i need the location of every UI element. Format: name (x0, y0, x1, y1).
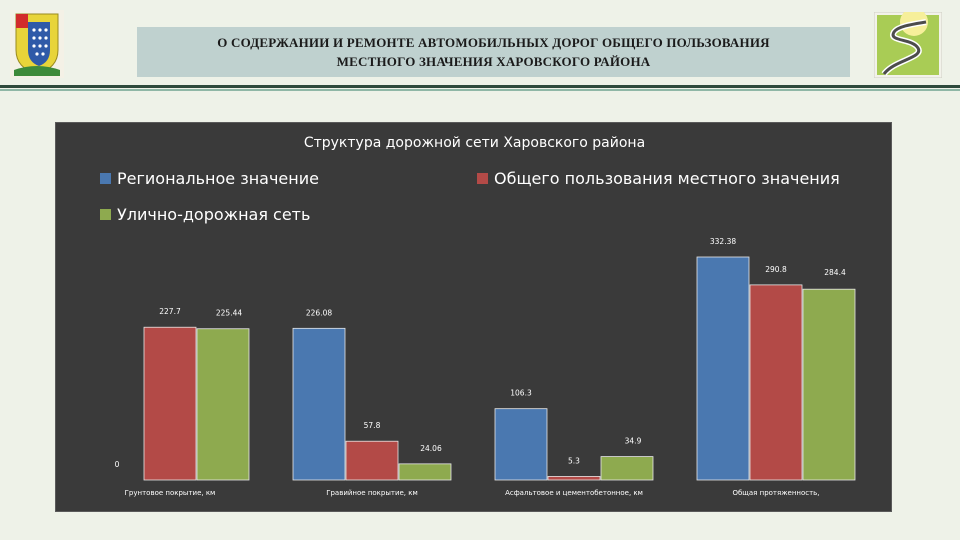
data-label-local-2: 5.3 (568, 456, 580, 465)
category-label-1: Гравийное покрытие, км (326, 489, 418, 497)
chart-title: Структура дорожной сети Харовского район… (303, 135, 646, 151)
bar-local-1 (345, 440, 399, 481)
data-label-regional-3: 332.38 (710, 237, 736, 246)
legend-label-local: Общего пользования местного значения (494, 169, 840, 188)
legend-swatch-regional (100, 173, 111, 184)
data-label-street-3: 284.4 (824, 268, 846, 277)
data-label-local-1: 57.8 (364, 421, 381, 430)
bar-local-3 (749, 284, 803, 481)
legend-item-local: Общего пользования местного значения (477, 169, 840, 188)
legend-item-regional: Региональное значение (100, 169, 319, 188)
bar-local-0 (143, 326, 197, 481)
category-label-2: Асфальтовое и цементобетонное, км (505, 489, 643, 497)
bar-regional-3 (696, 256, 750, 481)
page-title: О СОДЕРЖАНИИ И РЕМОНТЕ АВТОМОБИЛЬНЫХ ДОР… (137, 27, 850, 77)
bar-regional-1 (292, 327, 346, 481)
page-title-line-2: МЕСТНОГО ЗНАЧЕНИЯ ХАРОВСКОГО РАЙОНА (336, 54, 651, 69)
road-logo-icon (874, 12, 942, 78)
legend-item-street: Улично-дорожная сеть (100, 205, 310, 224)
data-label-street-2: 34.9 (625, 437, 642, 446)
data-label-local-0: 227.7 (159, 307, 181, 316)
data-label-regional-1: 226.08 (306, 308, 332, 317)
page-title-line-1: О СОДЕРЖАНИИ И РЕМОНТЕ АВТОМОБИЛЬНЫХ ДОР… (217, 35, 770, 50)
data-label-regional-0: 0 (115, 460, 120, 469)
legend-swatch-street (100, 209, 111, 220)
category-label-0: Грунтовое покрытие, км (125, 489, 216, 497)
category-label-3: Общая протяженность, (732, 489, 819, 497)
legend-swatch-local (477, 173, 488, 184)
data-label-street-1: 24.06 (420, 444, 442, 453)
bar-street-3 (802, 288, 856, 481)
district-coat-of-arms (10, 10, 64, 78)
header-divider (0, 85, 960, 88)
bar-street-1 (398, 463, 452, 481)
bar-street-2 (600, 456, 654, 481)
legend-label-regional: Региональное значение (117, 169, 319, 188)
data-label-street-0: 225.44 (216, 309, 242, 318)
bar-chart-plot: 0 227.7 225.44 Грунтовое покрытие, км 226.08… (115, 237, 856, 497)
header-divider-accent (0, 89, 960, 91)
data-label-regional-2: 106.3 (510, 389, 532, 398)
data-label-local-3: 290.8 (765, 265, 787, 274)
chart-panel: Структура дорожной сети Харовского район… (55, 122, 892, 512)
bar-regional-2 (494, 408, 548, 481)
legend-label-street: Улично-дорожная сеть (117, 205, 311, 224)
bar-local-2 (547, 476, 601, 481)
bar-street-0 (196, 328, 250, 481)
